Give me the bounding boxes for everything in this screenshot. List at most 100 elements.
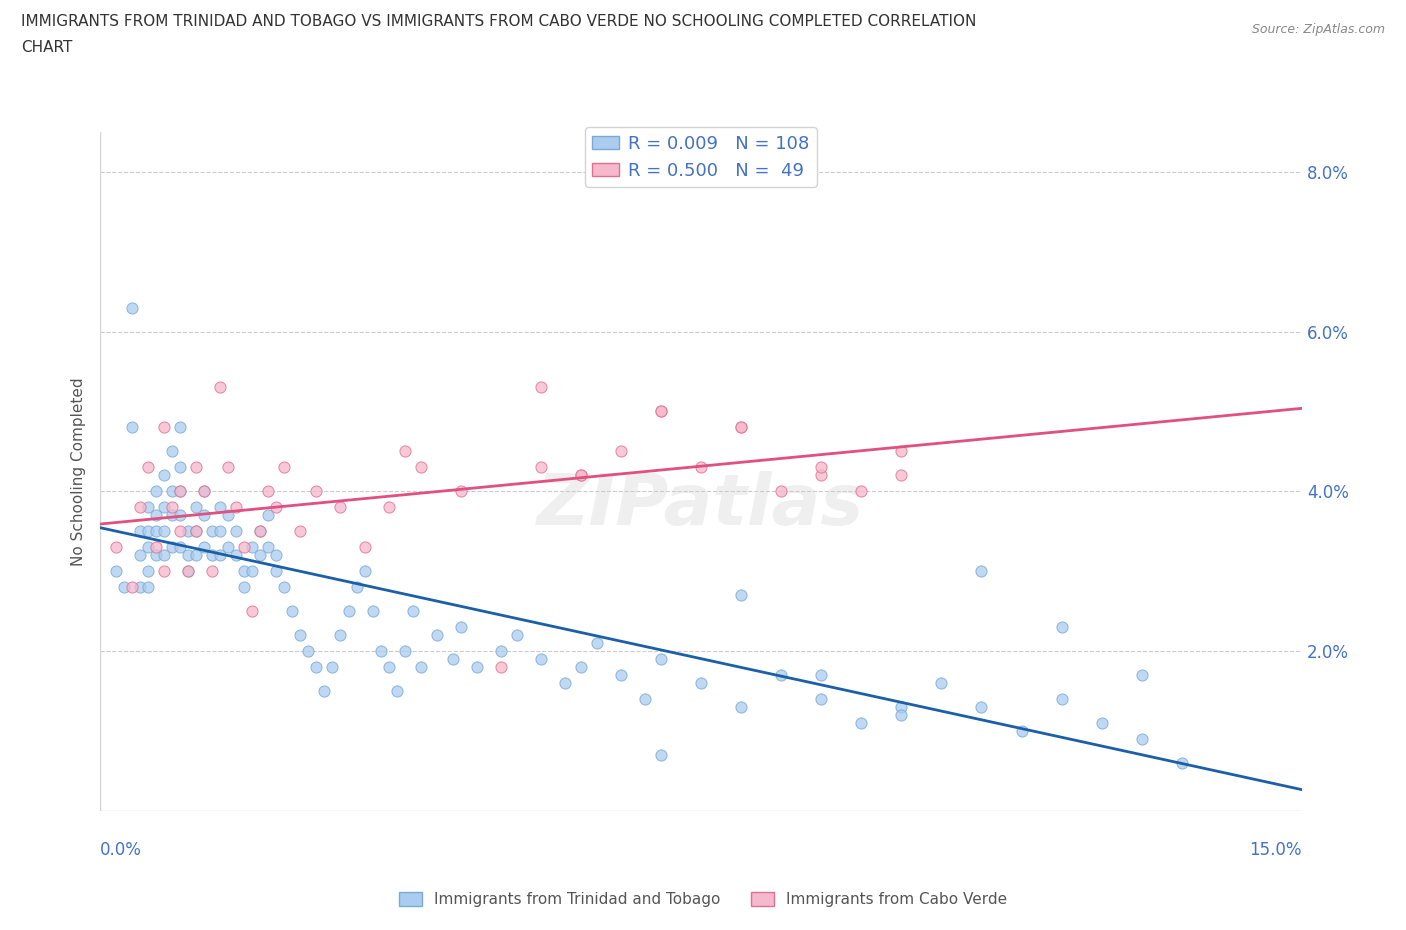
Point [1050, 619, 1073, 634]
Point [361, 604, 384, 618]
Point [169, 420, 191, 435]
Point [209, 524, 232, 538]
Point [370, 644, 392, 658]
Point [385, 684, 408, 698]
Point [153, 524, 176, 538]
Point [489, 644, 512, 658]
Point [290, 628, 312, 643]
Point [810, 691, 832, 706]
Text: ZIPatlas: ZIPatlas [537, 471, 865, 539]
Point [530, 459, 553, 474]
Legend: Immigrants from Trinidad and Tobago, Immigrants from Cabo Verde: Immigrants from Trinidad and Tobago, Imm… [392, 885, 1014, 913]
Point [810, 468, 832, 483]
Point [290, 524, 312, 538]
Point [314, 684, 336, 698]
Point [810, 459, 832, 474]
Point [650, 748, 672, 763]
Point [506, 628, 529, 643]
Point [186, 524, 208, 538]
Point [129, 524, 152, 538]
Point [217, 539, 239, 554]
Point [240, 539, 263, 554]
Point [426, 628, 449, 643]
Point [650, 404, 672, 418]
Point [1130, 731, 1153, 746]
Point [136, 539, 159, 554]
Point [240, 604, 263, 618]
Point [409, 659, 432, 674]
Point [177, 564, 200, 578]
Point [129, 548, 152, 563]
Point [153, 499, 176, 514]
Point [569, 659, 592, 674]
Point [249, 548, 271, 563]
Point [810, 668, 832, 683]
Point [730, 588, 752, 603]
Point [121, 579, 143, 594]
Point [169, 539, 191, 554]
Point [297, 644, 319, 658]
Point [569, 468, 592, 483]
Point [193, 484, 215, 498]
Text: CHART: CHART [21, 40, 73, 55]
Point [193, 508, 215, 523]
Point [1091, 715, 1114, 730]
Point [329, 499, 352, 514]
Point [305, 659, 328, 674]
Point [257, 484, 280, 498]
Point [650, 652, 672, 667]
Point [136, 564, 159, 578]
Point [266, 564, 288, 578]
Point [186, 524, 208, 538]
Point [266, 548, 288, 563]
Text: IMMIGRANTS FROM TRINIDAD AND TOBAGO VS IMMIGRANTS FROM CABO VERDE NO SCHOOLING C: IMMIGRANTS FROM TRINIDAD AND TOBAGO VS I… [21, 14, 976, 29]
Point [162, 508, 184, 523]
Point [394, 444, 416, 458]
Point [201, 524, 224, 538]
Point [401, 604, 423, 618]
Point [105, 564, 128, 578]
Point [770, 668, 793, 683]
Text: Source: ZipAtlas.com: Source: ZipAtlas.com [1251, 23, 1385, 36]
Point [970, 564, 993, 578]
Point [329, 628, 352, 643]
Point [121, 420, 143, 435]
Point [169, 484, 191, 498]
Point [273, 579, 295, 594]
Point [193, 539, 215, 554]
Point [240, 564, 263, 578]
Point [217, 459, 239, 474]
Point [586, 635, 609, 650]
Point [177, 548, 200, 563]
Point [450, 484, 472, 498]
Point [209, 499, 232, 514]
Point [353, 564, 375, 578]
Point [690, 675, 713, 690]
Point [201, 564, 224, 578]
Point [489, 659, 512, 674]
Point [162, 539, 184, 554]
Point [530, 380, 553, 395]
Point [233, 579, 256, 594]
Point [145, 548, 167, 563]
Point [730, 699, 752, 714]
Point [136, 524, 159, 538]
Point [153, 548, 176, 563]
Text: 15.0%: 15.0% [1250, 842, 1302, 859]
Point [970, 699, 993, 714]
Point [890, 468, 912, 483]
Point [465, 659, 488, 674]
Point [890, 708, 912, 723]
Point [257, 508, 280, 523]
Point [337, 604, 360, 618]
Point [186, 499, 208, 514]
Point [305, 484, 328, 498]
Point [153, 564, 176, 578]
Point [851, 484, 873, 498]
Point [136, 499, 159, 514]
Point [281, 604, 304, 618]
Point [153, 420, 176, 435]
Point [105, 539, 128, 554]
Point [186, 548, 208, 563]
Point [209, 380, 232, 395]
